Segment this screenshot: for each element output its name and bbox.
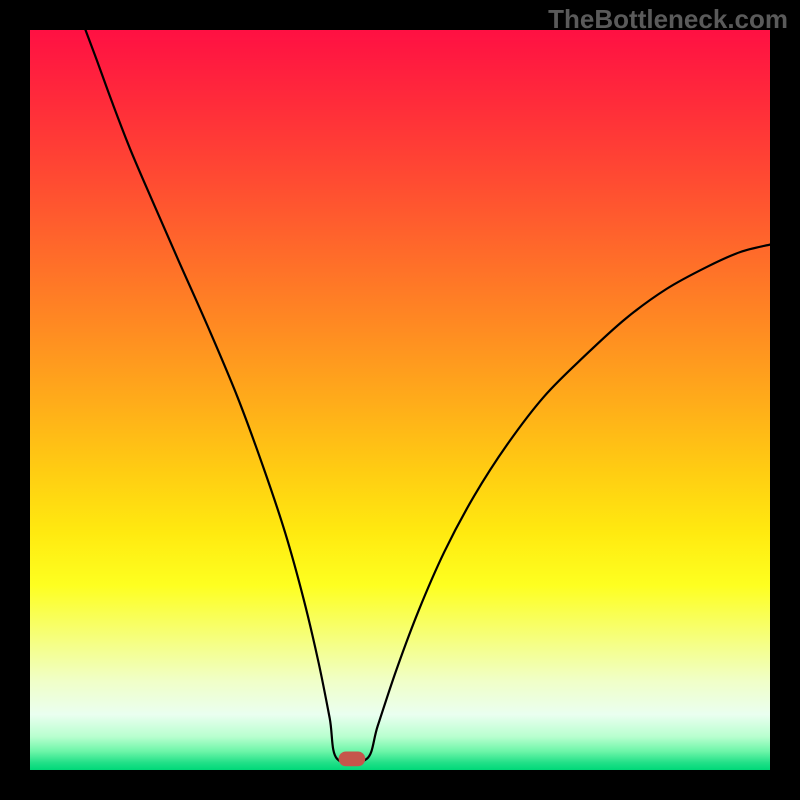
bottleneck-chart <box>30 30 770 770</box>
chart-canvas: TheBottleneck.com <box>0 0 800 800</box>
optimum-marker <box>339 752 366 767</box>
watermark-text: TheBottleneck.com <box>548 4 788 35</box>
